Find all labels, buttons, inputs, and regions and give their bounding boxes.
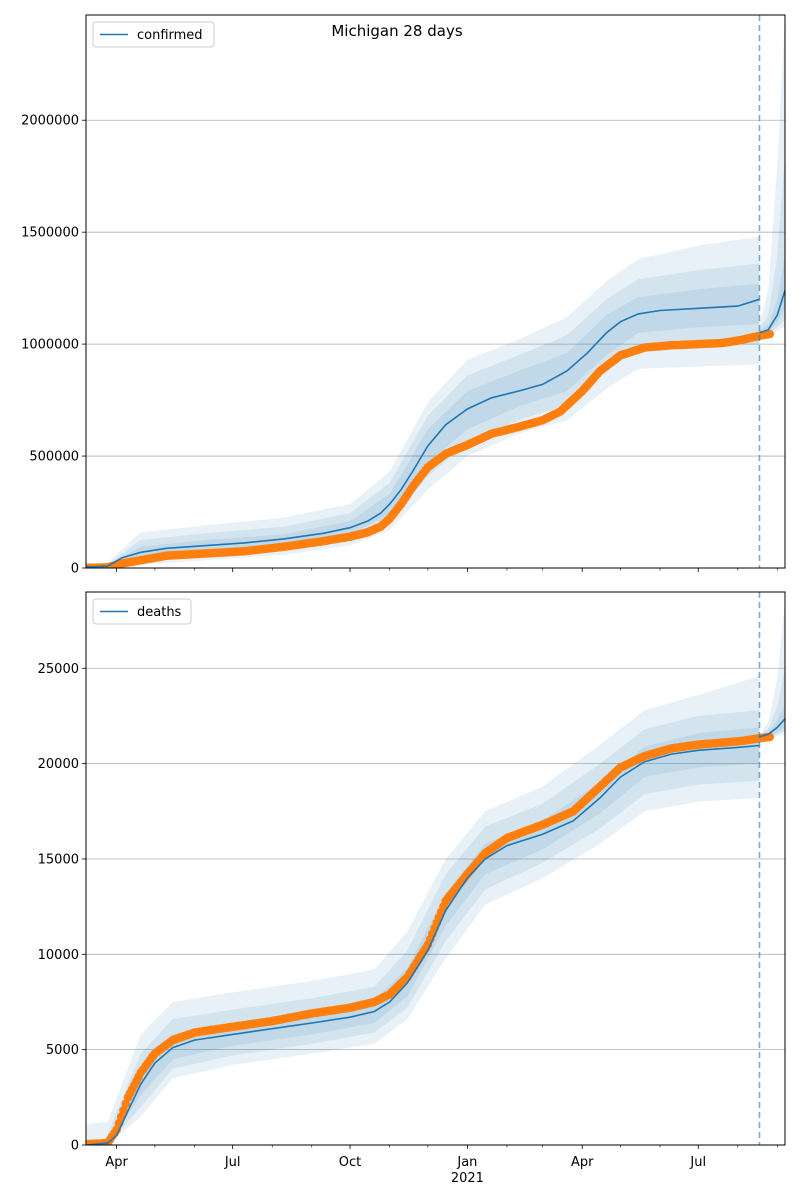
axes-frame — [85, 14, 786, 569]
y-tick-label: 15000 — [38, 852, 79, 867]
plot-area — [86, 15, 785, 568]
forecast-ci-80-band — [759, 153, 785, 337]
forecast-ci-80-band — [759, 668, 785, 738]
legend-box — [92, 21, 215, 48]
y-tick-label: 20000 — [38, 757, 79, 772]
panel-confirmed: 0 500000 1000000 1500000 2000000 confirmed — [21, 14, 786, 577]
plot-area — [86, 601, 785, 1145]
y-tick-label: 5000 — [46, 1043, 79, 1058]
x-tick-label: Apr — [105, 1155, 128, 1170]
y-tick-label: 1500000 — [21, 226, 79, 241]
legend: confirmed — [92, 21, 215, 48]
figure-title: Michigan 28 days — [331, 22, 462, 40]
forecast-ci-50-band — [759, 254, 785, 336]
observed-point — [116, 1112, 126, 1122]
y-tick-label: 1000000 — [21, 338, 79, 353]
model-ci-50-band — [107, 283, 760, 567]
y-tick-label: 0 — [71, 1139, 79, 1154]
y-tick-label: 2000000 — [21, 114, 79, 129]
observed-point — [765, 329, 774, 339]
y-tick-label: 0 — [71, 562, 79, 577]
x-tick-label: Apr — [571, 1155, 594, 1170]
forecast-ci-50-band — [759, 704, 785, 738]
model-median-line — [86, 744, 760, 1145]
legend-box — [92, 598, 192, 625]
x-tick-label: Jul — [224, 1155, 241, 1170]
model-median-line — [86, 298, 760, 568]
axes-frame — [85, 591, 786, 1146]
observed-point — [121, 1099, 131, 1109]
legend-label: confirmed — [137, 28, 203, 43]
x-tick-label: Oct — [339, 1155, 361, 1170]
forecast-median-line — [759, 718, 785, 738]
legend: deaths — [92, 598, 192, 625]
x-year-label: 2021 — [451, 1171, 484, 1186]
forecast-ci-95-band — [759, 601, 785, 739]
model-ci-95-band — [107, 236, 760, 568]
legend-label: deaths — [137, 605, 182, 620]
model-ci-80-band — [107, 263, 760, 568]
y-tick-label: 500000 — [29, 450, 79, 465]
y-tick-label: 10000 — [38, 948, 79, 963]
forecast-ci-95-band — [759, 15, 785, 338]
y-tick-label: 25000 — [38, 662, 79, 677]
panel-deaths: 0 5000 10000 15000 20000 25000 Apr Jul Oct Jan Apr… — [38, 591, 786, 1186]
x-tick-label: Jul — [689, 1155, 706, 1170]
observed-point — [119, 1106, 128, 1115]
x-tick-label: Jan — [456, 1155, 477, 1170]
forecast-median-line — [759, 290, 785, 334]
